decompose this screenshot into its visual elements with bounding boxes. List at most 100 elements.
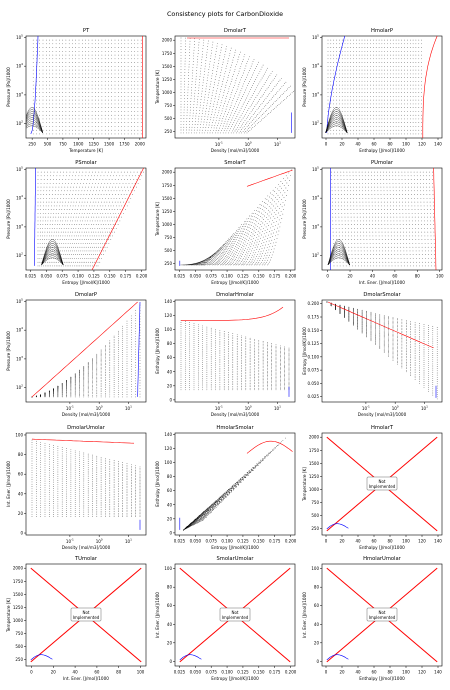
isotherm-point	[220, 264, 222, 265]
isotherm-point	[72, 129, 73, 131]
isotherm-point	[48, 213, 49, 214]
x-tick-label: 1250	[89, 142, 100, 147]
isotherm-point	[72, 50, 73, 52]
isotherm-point	[241, 256, 243, 258]
y-tick-label: 250	[164, 261, 172, 266]
isotherm-point	[407, 81, 408, 82]
isotherm-point	[200, 101, 202, 103]
isotherm-point	[230, 241, 232, 242]
isotherm-point	[183, 112, 185, 114]
isotherm-point	[189, 109, 191, 111]
isotherm-point	[127, 96, 129, 97]
isotherm-point	[214, 114, 215, 116]
isotherm-point	[99, 190, 100, 192]
isotherm-point	[200, 263, 201, 264]
isotherm-point	[63, 243, 65, 244]
isotherm-point	[395, 69, 397, 71]
isotherm-point	[196, 262, 197, 264]
isotherm-point	[221, 99, 223, 101]
isotherm-point	[259, 219, 260, 221]
isotherm-point	[222, 260, 223, 262]
isotherm-point	[343, 175, 345, 177]
isotherm-point	[401, 62, 403, 63]
isotherm-point	[100, 246, 102, 248]
isotherm-point	[387, 50, 388, 52]
isotherm-point	[260, 237, 261, 239]
isotherm-point	[226, 251, 227, 252]
isotherm-point	[381, 111, 383, 112]
isotherm-point	[409, 107, 411, 108]
isotherm-point	[199, 132, 200, 134]
isotherm-point	[261, 239, 263, 241]
isotherm-point	[281, 94, 283, 95]
isotherm-point	[101, 228, 103, 229]
isotherm-point	[89, 254, 90, 256]
isotherm-point	[87, 201, 88, 203]
isotherm-point	[87, 209, 89, 210]
isotherm-point	[197, 96, 199, 97]
isotherm-point	[335, 235, 337, 237]
isotherm-point	[415, 73, 417, 75]
isotherm-point	[261, 226, 263, 227]
isotherm-point	[350, 62, 352, 63]
isotherm-point	[203, 121, 205, 123]
isotherm-point	[421, 81, 422, 82]
isotherm-point	[78, 243, 80, 244]
isotherm-point	[32, 133, 34, 135]
isotherm-point	[282, 183, 283, 184]
isotherm-point	[220, 88, 222, 90]
isotherm-point	[203, 79, 204, 81]
isotherm-point	[333, 129, 335, 131]
isotherm-point	[356, 88, 357, 90]
isotherm-point	[127, 39, 129, 41]
isotherm-point	[131, 133, 132, 135]
isotherm-point	[252, 120, 253, 121]
isotherm-point	[269, 111, 271, 113]
isotherm-point	[218, 96, 220, 98]
isotherm-point	[347, 201, 348, 203]
isotherm-point	[270, 198, 272, 199]
isotherm-point	[52, 114, 54, 116]
isotherm-point	[418, 69, 420, 71]
isotherm-point	[361, 77, 363, 78]
isotherm-point	[72, 66, 73, 67]
isotherm-point	[225, 68, 227, 70]
isotherm-point	[248, 93, 249, 95]
isotherm-point	[261, 95, 263, 97]
isotherm-point	[333, 243, 334, 244]
isotherm-point	[339, 261, 341, 263]
isotherm-point	[98, 216, 100, 218]
isotherm-point	[218, 261, 220, 263]
isotherm-point	[140, 126, 142, 127]
isotherm-point	[62, 81, 64, 82]
isotherm-point	[91, 122, 93, 124]
isotherm-point	[68, 103, 70, 105]
isotherm-point	[409, 66, 411, 67]
isotherm-point	[81, 114, 83, 116]
isotherm-point	[37, 231, 39, 233]
isotherm-point	[263, 227, 264, 229]
isotherm-point	[202, 85, 204, 86]
isotherm-point	[209, 86, 211, 88]
isotherm-point	[336, 129, 337, 131]
isotherm-point	[230, 235, 232, 237]
isotherm-point	[37, 261, 39, 263]
isotherm-point	[285, 97, 287, 99]
isotherm-point	[333, 92, 335, 93]
isotherm-point	[42, 107, 44, 108]
isotherm-point	[356, 96, 357, 97]
isotherm-point	[91, 258, 93, 259]
isotherm-point	[75, 261, 76, 263]
isotherm-point	[55, 239, 56, 240]
isotherm-point	[65, 118, 67, 120]
isotherm-point	[115, 224, 116, 225]
isotherm-point	[87, 258, 89, 259]
isotherm-point	[59, 62, 60, 63]
isotherm-point	[108, 239, 109, 240]
isotherm-point	[353, 224, 355, 225]
isotherm-point	[236, 64, 237, 65]
isotherm-point	[186, 129, 187, 131]
isotherm-point	[253, 212, 255, 214]
isotherm-point	[381, 96, 383, 97]
isotherm-point	[202, 260, 204, 262]
